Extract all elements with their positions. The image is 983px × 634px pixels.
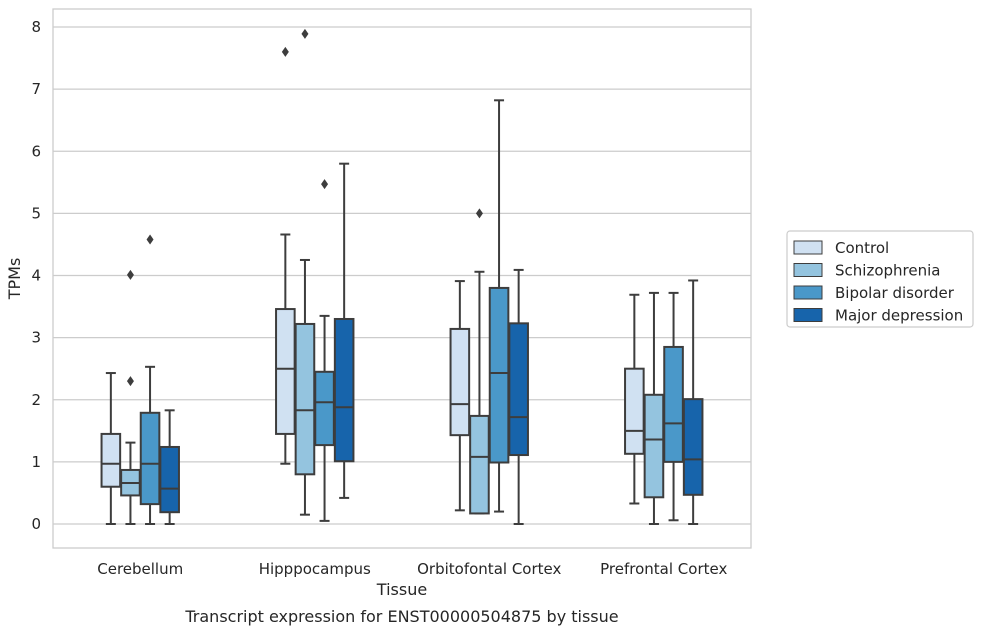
- box-control: [100, 372, 122, 525]
- box-schizophrenia: [643, 291, 665, 525]
- box-control: [449, 280, 471, 512]
- iqr-box: [159, 445, 180, 514]
- y-tick-label: 3: [31, 329, 41, 347]
- legend-item: Schizophrenia: [793, 262, 940, 280]
- x-axis-label: Tissue: [376, 580, 427, 599]
- box-major-depression: [682, 279, 704, 525]
- y-tick-label: 8: [31, 18, 41, 36]
- box-control: [275, 46, 296, 465]
- legend-item: Control: [793, 239, 889, 257]
- y-tick-label: 2: [31, 391, 41, 409]
- iqr-box: [139, 411, 161, 506]
- box-schizophrenia: [120, 269, 141, 525]
- legend-frame: [786, 230, 974, 328]
- box-schizophrenia: [469, 208, 490, 515]
- legend-swatch: [793, 308, 823, 322]
- outlier-point: [301, 28, 309, 39]
- outlier-point: [321, 179, 329, 190]
- x-axis-ticks: Cerebellum Hipppocampus Orbitofontal Corte…: [97, 560, 727, 578]
- x-tick-label: Orbitofontal Cortex: [417, 560, 561, 578]
- box-major-depression: [508, 268, 529, 525]
- iqr-box: [488, 286, 510, 464]
- legend-label: Major depression: [835, 307, 963, 325]
- y-tick-label: 6: [31, 142, 41, 160]
- y-tick-label: 5: [31, 204, 41, 222]
- iqr-box: [333, 317, 355, 463]
- outlier-point: [475, 208, 483, 219]
- legend-swatch: [793, 240, 823, 255]
- box-bipolar-disorder: [139, 234, 161, 525]
- plot-area: [100, 28, 704, 525]
- legend-swatch: [793, 263, 823, 277]
- box-major-depression: [333, 162, 355, 499]
- y-tick-label: 4: [31, 267, 41, 285]
- iqr-box: [682, 398, 704, 496]
- legend: Control Schizophrenia Bipolar disorder Majo…: [786, 230, 974, 328]
- box-bipolar-disorder: [663, 291, 684, 522]
- outlier-point: [146, 234, 154, 245]
- x-tick-label: Hipppocampus: [259, 560, 371, 578]
- x-tick-label: Cerebellum: [97, 560, 183, 578]
- x-tick-label: Prefrontal Cortex: [600, 560, 727, 578]
- iqr-box: [624, 367, 645, 455]
- outlier-point: [126, 269, 134, 280]
- y-tick-label: 1: [31, 453, 41, 471]
- chart-caption: Transcript expression for ENST0000050487…: [184, 607, 618, 626]
- legend-swatch: [793, 285, 823, 300]
- box-bipolar-disorder: [488, 99, 510, 513]
- iqr-box: [508, 322, 529, 457]
- iqr-box: [314, 370, 335, 447]
- box-bipolar-disorder: [314, 179, 335, 522]
- iqr-box: [294, 322, 316, 476]
- legend-label: Control: [835, 239, 889, 257]
- iqr-box: [469, 414, 490, 515]
- box-schizophrenia: [294, 28, 316, 516]
- iqr-box: [643, 393, 665, 499]
- box-major-depression: [159, 409, 180, 525]
- iqr-box: [449, 327, 471, 437]
- outlier-point: [281, 46, 289, 57]
- outlier-point: [126, 376, 134, 387]
- plot-frame: [52, 8, 752, 549]
- y-tick-label: 7: [31, 80, 41, 98]
- legend-label: Bipolar disorder: [835, 284, 955, 302]
- y-axis-ticks: 0 1 2 3 4 5 6 7 8: [31, 18, 41, 533]
- legend-item: Major depression: [793, 307, 963, 325]
- y-tick-label: 0: [31, 515, 41, 533]
- box-control: [624, 293, 645, 505]
- iqr-box: [275, 308, 296, 435]
- legend-label: Schizophrenia: [835, 262, 940, 280]
- legend-item: Bipolar disorder: [793, 284, 955, 302]
- iqr-box: [100, 432, 122, 488]
- y-axis-label: TPMs: [5, 258, 24, 301]
- iqr-box: [663, 345, 684, 463]
